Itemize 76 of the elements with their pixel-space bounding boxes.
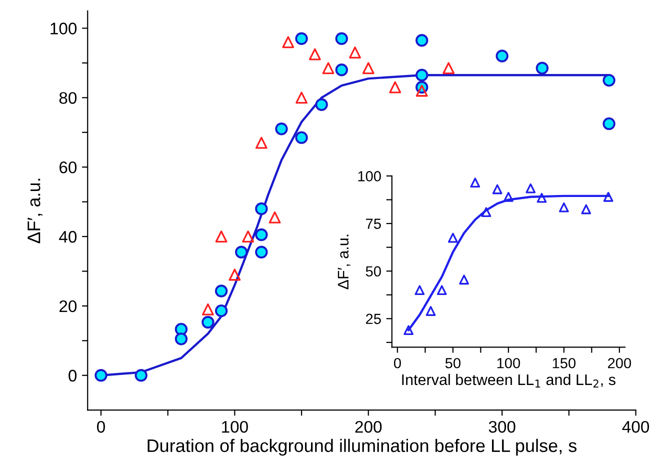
point <box>581 204 592 214</box>
point <box>602 117 616 130</box>
point <box>416 84 428 97</box>
x-tick-label: 400 <box>622 420 650 433</box>
y-axis-title: ΔF′, a.u. <box>28 178 42 244</box>
y-tick-label: 50 <box>366 266 381 277</box>
point <box>235 246 248 258</box>
y-tick-label: 25 <box>366 314 381 324</box>
y-tick-label: 80 <box>59 92 77 104</box>
point <box>308 48 321 60</box>
point <box>436 285 447 296</box>
x-tick-label: 100 <box>497 358 520 368</box>
point <box>174 332 188 346</box>
point <box>470 178 480 188</box>
point <box>448 232 458 243</box>
x-tick-label: 100 <box>222 420 248 433</box>
point <box>362 62 374 74</box>
point <box>602 74 616 87</box>
point <box>603 192 614 202</box>
x-axis-title: Duration of background illumination before LL pulse, s <box>148 438 577 456</box>
x-tick-label: 300 <box>488 420 516 433</box>
y-tick-label: 60 <box>60 161 77 174</box>
point <box>282 36 294 48</box>
point <box>295 131 308 144</box>
point <box>255 136 268 149</box>
x-tick-label: 0 <box>394 358 401 368</box>
point <box>268 211 281 224</box>
point <box>416 68 428 82</box>
point <box>296 92 308 104</box>
x-tick-label: 150 <box>552 358 576 368</box>
point <box>335 32 348 46</box>
point <box>255 246 268 258</box>
point <box>228 268 241 281</box>
point <box>442 62 455 74</box>
point <box>202 316 214 329</box>
x-axis-title: Interval between LL$_{1}$ and LL$_{2}$, s <box>402 374 616 388</box>
point <box>414 285 425 296</box>
y-tick-label: 75 <box>366 218 381 229</box>
x-tick-label: 200 <box>355 420 382 433</box>
point <box>481 207 492 218</box>
point <box>322 62 334 74</box>
point <box>335 64 348 76</box>
point <box>416 34 428 47</box>
x-tick-label: 200 <box>608 358 632 368</box>
y-tick-label: 100 <box>358 171 381 182</box>
point <box>503 192 514 202</box>
point <box>215 230 228 243</box>
y-axis-title: ΔF′, a.u. <box>338 234 350 290</box>
point <box>492 184 502 194</box>
x-tick-label: 0 <box>97 420 105 433</box>
point <box>558 202 569 212</box>
y-tick-label: 0 <box>68 370 77 382</box>
point <box>255 202 268 216</box>
y-tick-label: 40 <box>59 230 77 243</box>
point <box>255 228 268 242</box>
point <box>389 81 402 94</box>
x-tick-label: 50 <box>445 358 460 368</box>
point <box>536 62 549 75</box>
point <box>315 98 328 111</box>
y-tick-label: 20 <box>60 300 77 312</box>
point <box>526 183 536 194</box>
point <box>496 50 508 62</box>
point <box>275 122 288 136</box>
point <box>134 369 148 382</box>
point <box>94 369 108 382</box>
point <box>459 274 469 285</box>
point <box>214 304 228 318</box>
point <box>295 32 308 46</box>
point <box>404 325 414 336</box>
point <box>214 284 228 298</box>
point <box>536 192 547 203</box>
point <box>426 306 436 316</box>
point <box>202 303 214 316</box>
y-tick-label: 100 <box>50 22 77 34</box>
point <box>349 46 361 59</box>
point <box>242 230 254 243</box>
